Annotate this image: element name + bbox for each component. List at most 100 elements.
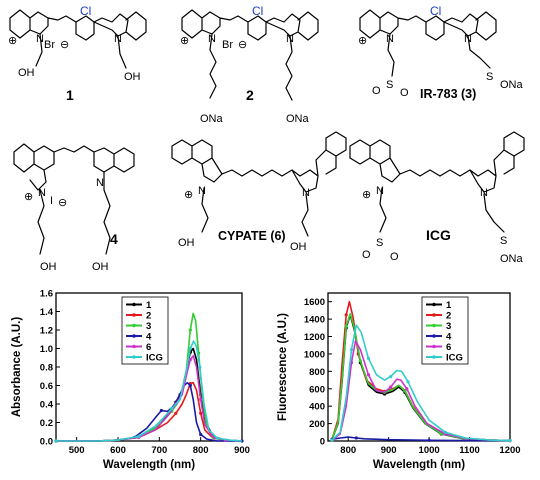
x-tick-label: 800	[340, 445, 356, 456]
data-point	[344, 324, 348, 328]
nitrogen-atom: N	[480, 187, 488, 199]
nitrogen-atom: N	[96, 177, 104, 189]
y-tick-label: 0	[320, 437, 325, 448]
oxygen-atom: O	[362, 249, 371, 261]
sulfur-atom: S	[376, 237, 383, 249]
molecule-1: Cl N N ⊕ Br ⊖ OH OH 1	[8, 4, 147, 103]
substituent: OH	[178, 237, 195, 249]
legend-marker	[132, 334, 136, 338]
plus-charge-icon: ⊕	[362, 189, 371, 201]
x-tick-label: 700	[151, 445, 167, 456]
x-tick-label: 900	[381, 445, 397, 456]
data-point	[159, 408, 163, 413]
y-tick-label: 1000	[304, 349, 325, 360]
absorbance-chart: 500 600 700 800 900 0.0 0.2 0.4 0.6 0.8 1.0 1.2 1.4 1…	[11, 289, 250, 472]
minus-charge-icon: ⊖	[238, 39, 247, 51]
legend-marker	[132, 344, 136, 349]
nitrogen-atom: N	[208, 33, 216, 45]
data-point	[137, 434, 141, 438]
y-tick-label: 1.0	[40, 344, 53, 355]
series-line-2	[331, 300, 511, 442]
data-point	[389, 385, 393, 389]
series-line-4	[331, 436, 511, 442]
legend-label: 3	[446, 321, 451, 332]
oxygen-atom: O	[400, 87, 409, 99]
nitrogen-atom: N	[386, 33, 394, 45]
y-tick-label: 1.6	[40, 289, 53, 300]
nitrogen-atom: N	[114, 33, 122, 45]
fluorescence-chart: 800 900 1000 1100 1200 0 200 400 600 800 1000 1200 1…	[277, 292, 521, 471]
data-point	[188, 383, 192, 388]
molecule-4: N N ⊕ I ⊖ OH OH 4	[13, 143, 135, 273]
legend-label: ICG	[146, 352, 163, 363]
legend-label: 1	[146, 300, 152, 311]
nitrogen-atom: N	[302, 187, 310, 199]
y-tick-label: 0.6	[40, 381, 53, 392]
y-tick-label: 1600	[304, 297, 325, 308]
data-point	[366, 373, 371, 377]
substituent: OH	[18, 67, 35, 79]
data-point	[215, 436, 219, 440]
data-point	[358, 359, 362, 363]
legend-marker	[432, 323, 436, 328]
minus-charge-icon: ⊖	[60, 39, 69, 51]
data-point	[199, 432, 203, 437]
molecule-label: ICG	[426, 227, 451, 243]
x-axis-title: Wavelength (nm)	[103, 459, 195, 471]
y-tick-label: 600	[309, 384, 325, 395]
x-axis-title: Wavelength (nm)	[373, 459, 465, 471]
plus-charge-icon: ⊕	[180, 35, 189, 47]
series-line-1	[331, 314, 511, 442]
y-tick-label: 1200	[304, 332, 325, 343]
y-tick-label: 0.0	[40, 437, 53, 448]
y-tick-label: 0.2	[40, 418, 53, 429]
substituent: ONa	[200, 113, 224, 125]
molecule-label: CYPATE (6)	[218, 229, 286, 243]
data-point	[188, 328, 192, 332]
data-point	[427, 438, 431, 442]
plus-charge-icon: ⊕	[8, 35, 17, 47]
data-point	[508, 438, 512, 443]
plot-frame	[327, 292, 511, 442]
legend-label: 6	[446, 342, 451, 353]
substituent: OH	[40, 261, 57, 273]
x-tick-label: 1000	[419, 445, 440, 456]
x-tick-label: 800	[193, 445, 209, 456]
y-axis-title: Absorbance (A.U.)	[11, 317, 23, 417]
substituent: OH	[124, 71, 141, 83]
x-tick-label: 1100	[459, 445, 480, 456]
y-axis-title: Fluorescence (A.U.)	[277, 313, 289, 421]
nitrogen-atom: N	[36, 33, 44, 45]
plus-charge-icon: ⊕	[24, 191, 33, 203]
chloro-atom: Cl	[80, 4, 91, 18]
molecule-label: IR-783 (3)	[420, 87, 476, 101]
substituent: OH	[92, 261, 109, 273]
sulfur-atom: S	[500, 235, 507, 247]
legend-label: 6	[146, 342, 151, 353]
legend-label: 4	[446, 331, 452, 342]
data-point	[403, 389, 407, 393]
y-tick-label: 1400	[304, 315, 325, 326]
x-tick-label: 600	[110, 445, 126, 456]
series-line-ICG	[56, 340, 243, 442]
counter-ion: Br	[44, 39, 55, 51]
data-point	[188, 346, 192, 351]
data-point	[366, 356, 371, 360]
x-tick-label: 900	[234, 445, 250, 456]
counter-ion: Br	[222, 39, 233, 51]
legend-marker	[432, 313, 436, 317]
data-point	[199, 397, 203, 401]
legend-marker	[132, 313, 136, 317]
data-point	[344, 313, 348, 317]
molecule-6: N N ⊕ OH OH CYPATE (6)	[171, 131, 347, 253]
data-point	[174, 411, 178, 415]
molecule-2: Cl N N ⊕ Br ⊖ ONa ONa 2	[180, 4, 319, 125]
nitrogen-atom: N	[38, 187, 46, 199]
legend-marker	[432, 334, 436, 338]
data-point	[199, 411, 203, 415]
series-line-3	[331, 313, 511, 442]
plus-charge-icon: ⊕	[358, 35, 367, 47]
legend-marker	[132, 323, 136, 328]
nitrogen-atom: N	[198, 185, 206, 197]
